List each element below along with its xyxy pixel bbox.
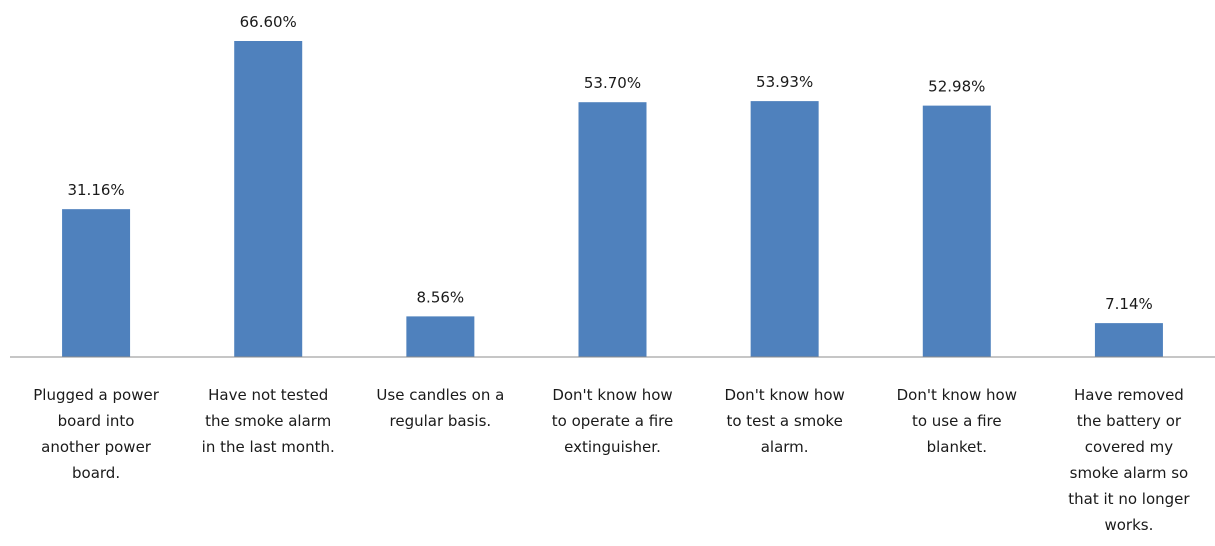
category-label-line: blanket. bbox=[927, 438, 987, 456]
category-label-5: Don't know how to test a smoke alarm. bbox=[724, 386, 844, 456]
value-labels-group: 31.16% 66.60% 8.56% 53.70% 53.93% 52.98% 7.14% bbox=[67, 13, 1152, 313]
category-label-line: another power bbox=[41, 438, 152, 456]
category-label-line: to test a smoke bbox=[726, 412, 842, 430]
category-label-1: Plugged a power board into another power bo… bbox=[33, 386, 159, 482]
category-label-line: Have removed bbox=[1074, 386, 1184, 404]
bar-3 bbox=[406, 316, 475, 357]
bar-2 bbox=[234, 41, 303, 357]
category-label-line: Plugged a power bbox=[33, 386, 159, 404]
category-label-line: to operate a fire bbox=[552, 412, 673, 430]
category-label-line: to use a fire bbox=[912, 412, 1002, 430]
category-label-line: covered my bbox=[1085, 438, 1173, 456]
bar-1 bbox=[62, 209, 131, 357]
category-label-line: Use candles on a bbox=[376, 386, 504, 404]
value-label-1: 31.16% bbox=[67, 181, 124, 199]
value-label-2: 66.60% bbox=[240, 13, 297, 31]
category-labels-group: Plugged a power board into another power bo… bbox=[33, 386, 1190, 534]
category-label-line: regular basis. bbox=[390, 412, 492, 430]
category-label-2: Have not tested the smoke alarm in the las… bbox=[202, 386, 335, 456]
category-label-line: alarm. bbox=[761, 438, 809, 456]
category-label-line: the battery or bbox=[1077, 412, 1182, 430]
value-label-3: 8.56% bbox=[417, 288, 465, 306]
bar-6 bbox=[922, 105, 991, 358]
category-label-line: Have not tested bbox=[208, 386, 328, 404]
category-label-line: the smoke alarm bbox=[205, 412, 331, 430]
bar-7 bbox=[1094, 323, 1163, 357]
category-label-line: in the last month. bbox=[202, 438, 335, 456]
category-label-line: board. bbox=[72, 464, 120, 482]
category-label-4: Don't know how to operate a fire extinguis… bbox=[552, 386, 673, 456]
bars-group bbox=[62, 41, 1163, 358]
category-label-line: Don't know how bbox=[897, 386, 1017, 404]
category-label-line: Don't know how bbox=[724, 386, 844, 404]
category-label-line: works. bbox=[1104, 516, 1153, 534]
category-label-line: board into bbox=[58, 412, 135, 430]
category-label-line: smoke alarm so bbox=[1070, 464, 1189, 482]
value-label-6: 52.98% bbox=[928, 78, 985, 96]
value-label-4: 53.70% bbox=[584, 74, 641, 92]
value-label-7: 7.14% bbox=[1105, 295, 1153, 313]
bar-4 bbox=[578, 102, 647, 357]
category-label-3: Use candles on a regular basis. bbox=[376, 386, 504, 430]
value-label-5: 53.93% bbox=[756, 73, 813, 91]
category-label-line: extinguisher. bbox=[564, 438, 661, 456]
category-label-line: Don't know how bbox=[552, 386, 672, 404]
category-label-7: Have removed the battery or covered my smok… bbox=[1068, 386, 1190, 534]
category-label-line: that it no longer bbox=[1068, 490, 1190, 508]
category-label-6: Don't know how to use a fire blanket. bbox=[897, 386, 1017, 456]
bar-5 bbox=[750, 101, 819, 358]
